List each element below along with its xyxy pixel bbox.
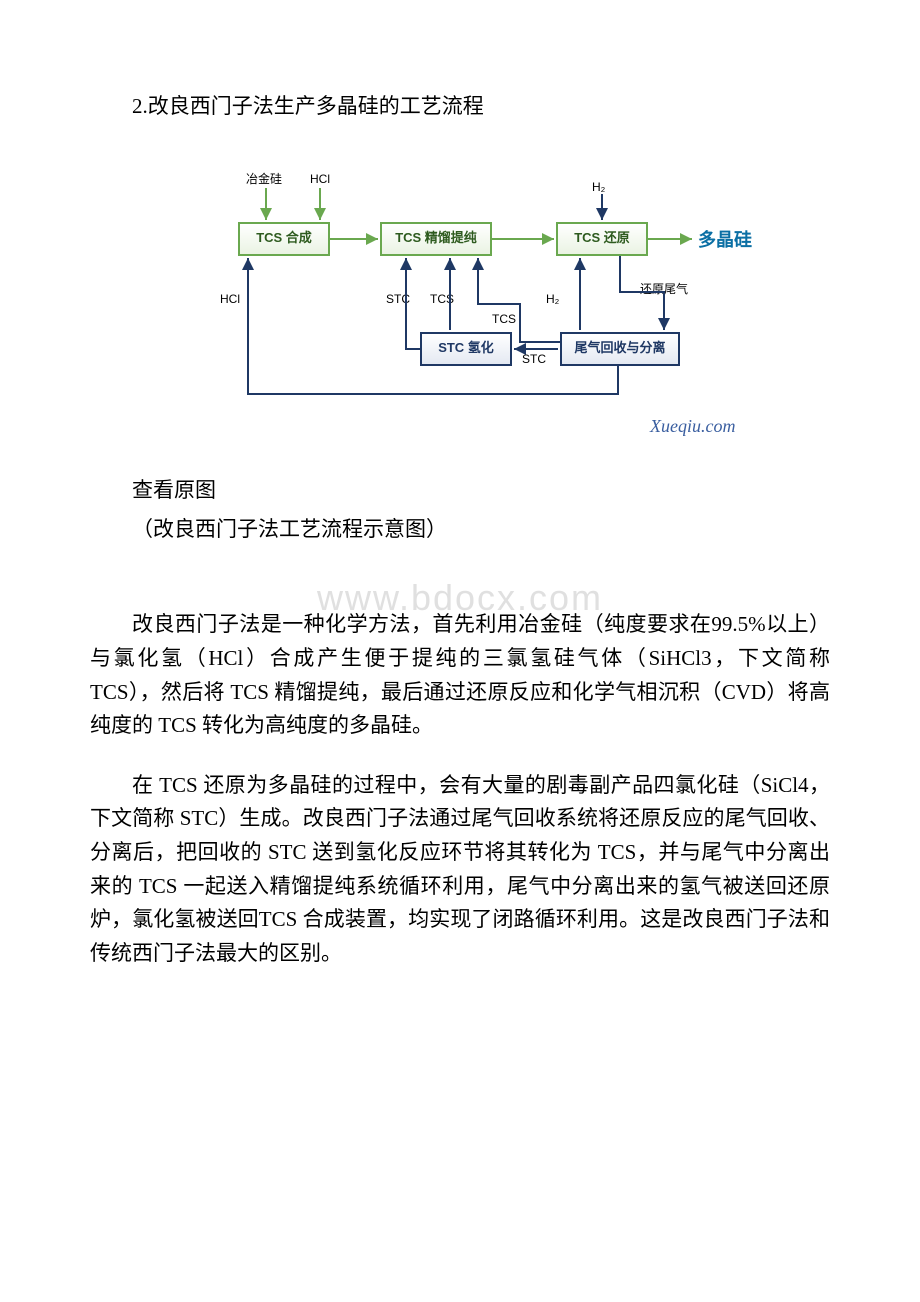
flowchart-canvas: 冶金硅 HCl H₂ TCS 合成 TCS 精馏提纯 TCS 还原 STC 氢化… xyxy=(220,164,780,454)
edge-label-tailgas: 还原尾气 xyxy=(640,280,688,299)
edge-label-tcs-1: TCS xyxy=(430,290,454,309)
body-paragraph-2: 在 TCS 还原为多晶硅的过程中，会有大量的剧毒副产品四氯化硅（SiCl4，下文… xyxy=(90,769,830,971)
edge-label-hcl-recycle: HCl xyxy=(220,290,240,309)
edge-label-tcs-2: TCS xyxy=(492,310,516,329)
node-tcs-distillation: TCS 精馏提纯 xyxy=(380,222,492,256)
flowchart-arrows xyxy=(220,164,780,454)
caption-line-1: 查看原图 xyxy=(90,474,830,508)
output-polysilicon: 多晶硅 xyxy=(698,226,752,255)
edge-label-stc-2: STC xyxy=(522,350,546,369)
input-label-metallurgical-si: 冶金硅 xyxy=(246,170,282,189)
source-watermark: Xueqiu.com xyxy=(650,412,735,441)
input-label-hcl: HCl xyxy=(310,170,330,189)
node-tailgas-recovery: 尾气回收与分离 xyxy=(560,332,680,366)
node-tcs-synthesis: TCS 合成 xyxy=(238,222,330,256)
node-tcs-reduction: TCS 还原 xyxy=(556,222,648,256)
document-page: 2.改良西门子法生产多晶硅的工艺流程 冶金硅 HCl H₂ TCS 合成 TCS… xyxy=(0,0,920,1056)
caption-line-2: （改良西门子法工艺流程示意图） xyxy=(90,513,830,547)
section-heading: 2.改良西门子法生产多晶硅的工艺流程 xyxy=(90,90,830,124)
edge-label-h2: H₂ xyxy=(546,290,559,309)
node-stc-hydrogenation: STC 氢化 xyxy=(420,332,512,366)
edge-label-stc-1: STC xyxy=(386,290,410,309)
figure-caption: 查看原图 （改良西门子法工艺流程示意图） xyxy=(90,474,830,547)
flowchart-figure: 冶金硅 HCl H₂ TCS 合成 TCS 精馏提纯 TCS 还原 STC 氢化… xyxy=(220,164,780,454)
input-label-h2: H₂ xyxy=(592,178,605,197)
body-paragraph-1: 改良西门子法是一种化学方法，首先利用冶金硅（纯度要求在99.5%以上）与氯化氢（… xyxy=(90,608,830,742)
